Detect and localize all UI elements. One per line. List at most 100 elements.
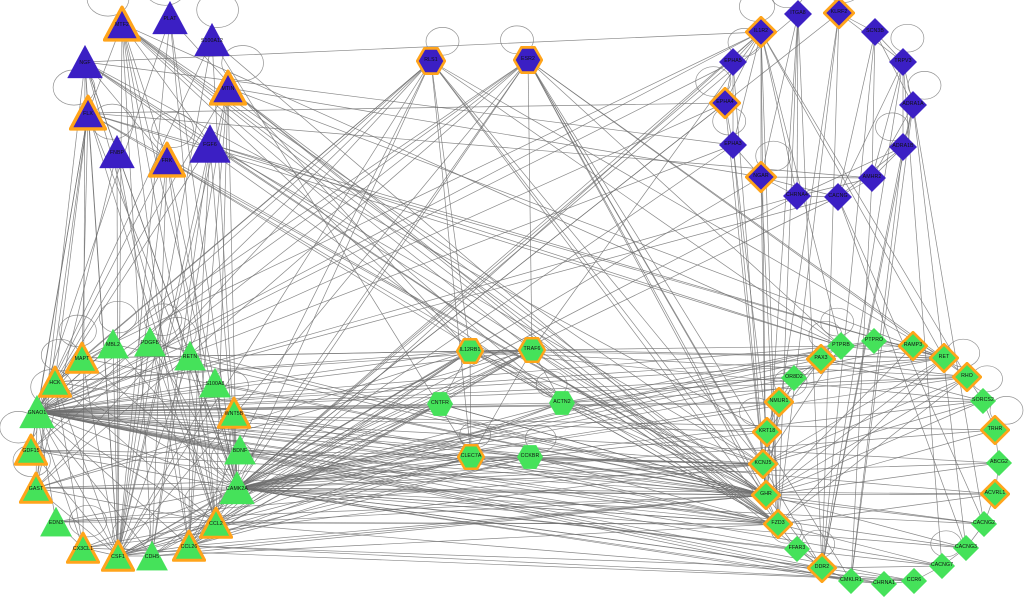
graph-node-pax3[interactable]: PAX3 <box>806 344 836 374</box>
graph-node-pdgfb[interactable]: PDGFB <box>133 325 167 359</box>
self-loop-edge <box>86 0 130 17</box>
edge <box>54 349 533 383</box>
edge <box>561 357 945 404</box>
graph-node-rls1[interactable]: RLS1 <box>416 46 446 76</box>
graph-node-mbl2[interactable]: MBL2 <box>96 327 130 361</box>
edge <box>35 350 471 489</box>
edge <box>777 13 799 525</box>
graph-node-ngf[interactable]: NGF <box>66 43 104 81</box>
graph-node-cdh5[interactable]: CDH5 <box>135 539 169 573</box>
graph-node-cmklr1[interactable]: CMKLR1 <box>837 567 865 595</box>
graph-node-nmur1[interactable]: NMUR1 <box>764 387 794 417</box>
graph-node-traf6[interactable]: TRAF6 <box>518 336 546 364</box>
graph-node-ddr2[interactable]: DDR2 <box>807 553 837 583</box>
graph-node-klrf2[interactable]: KLRF2 <box>823 0 855 29</box>
graph-node-epha4[interactable]: EPHA4 <box>709 87 741 119</box>
graph-node-cacng7[interactable]: CACNG7 <box>928 552 956 580</box>
edge <box>227 87 762 178</box>
edge <box>30 449 764 465</box>
graph-node-il12rb1[interactable]: IL12RB1 <box>456 337 484 365</box>
graph-node-actn2[interactable]: ACTN2 <box>548 389 576 417</box>
edge <box>760 31 945 359</box>
graph-node-epha5[interactable]: EPHA5 <box>718 47 748 77</box>
graph-node-amhr2[interactable]: AMHR2 <box>857 163 887 193</box>
self-loop-edge <box>907 71 942 100</box>
edge <box>236 13 799 489</box>
edge <box>209 143 779 525</box>
edge <box>188 60 432 547</box>
edge <box>529 456 779 525</box>
edge <box>765 401 780 496</box>
graph-node-plat[interactable]: PLAT <box>151 0 189 37</box>
edge <box>84 61 168 161</box>
self-loop-edge <box>773 368 808 397</box>
graph-node-adra1b[interactable]: ADRA1B <box>888 132 918 162</box>
graph-node-kcnj5[interactable]: KCNJ5 <box>748 449 778 479</box>
self-loop-edge <box>149 0 181 6</box>
graph-node-scn3b[interactable]: SCN3B <box>860 17 890 47</box>
graph-node-mtf2[interactable]: MTF2 <box>103 5 141 43</box>
graph-node-cx3cl1[interactable]: CX3CL1 <box>66 531 100 565</box>
graph-node-trhr[interactable]: TRHR <box>980 415 1010 445</box>
edge <box>36 411 119 557</box>
graph-node-esr2[interactable]: ESR2 <box>513 45 543 75</box>
graph-node-epha3[interactable]: EPHA3 <box>718 130 748 160</box>
graph-node-adra1a[interactable]: ADRA1A <box>898 90 928 120</box>
edge <box>837 31 876 198</box>
graph-node-trpv3[interactable]: TRPV3 <box>888 47 918 77</box>
graph-node-il1r2[interactable]: IL1R2 <box>745 16 777 48</box>
graph-node-wnt5b[interactable]: WNT5B <box>217 396 251 430</box>
edge <box>850 146 904 582</box>
self-loop-edge <box>112 517 151 550</box>
graph-node-ngar[interactable]: NGAR <box>745 161 777 193</box>
graph-node-ghr[interactable]: GHR <box>751 480 781 510</box>
edge <box>117 23 123 557</box>
graph-node-gast[interactable]: GAST <box>19 471 53 505</box>
edge <box>166 159 217 524</box>
edge <box>239 449 779 525</box>
graph-node-itga8[interactable]: ITGA8 <box>783 0 813 29</box>
edge <box>121 23 217 524</box>
graph-node-acvrl1[interactable]: ACVRL1 <box>980 479 1010 509</box>
graph-node-krt18[interactable]: KRT18 <box>752 417 782 447</box>
graph-node-cckbr[interactable]: CCKBR <box>516 443 544 471</box>
edge <box>209 143 945 359</box>
graph-node-clec7a[interactable]: CLEC7A <box>457 443 485 471</box>
edge <box>117 349 533 557</box>
graph-node-ptpro[interactable]: PTPRO <box>860 327 888 355</box>
graph-node-ccl26[interactable]: CCL26 <box>172 529 206 563</box>
graph-node-ccr6[interactable]: CCR6 <box>900 567 928 595</box>
edge <box>469 350 945 359</box>
edge <box>215 412 235 524</box>
graph-node-cntfr[interactable]: CNTFR <box>426 390 454 418</box>
graph-node-chrna4[interactable]: CHRNA4 <box>782 181 812 211</box>
edge <box>36 39 213 413</box>
edge <box>36 358 822 413</box>
graph-node-gdf15[interactable]: GDF15 <box>14 433 48 467</box>
self-loop-edge <box>755 140 792 172</box>
graph-node-bdnf[interactable]: BDNF <box>223 433 257 467</box>
graph-node-cacng[interactable]: CACNG <box>823 182 853 212</box>
graph-node-csf1[interactable]: CSF1 <box>101 539 135 573</box>
graph-node-s100a12[interactable]: S100A12 <box>193 21 231 59</box>
edge <box>54 381 767 496</box>
edge <box>82 61 86 549</box>
graph-node-chrna1[interactable]: CHRNA1 <box>870 570 898 598</box>
graph-node-gnao1[interactable]: GNAO1 <box>18 393 56 431</box>
graph-node-s100a8[interactable]: S100A8 <box>198 366 232 400</box>
graph-node-fnbp[interactable]: FNBP <box>98 133 136 171</box>
graph-node-frk[interactable]: FRK <box>148 141 186 179</box>
edge <box>236 349 533 489</box>
graph-node-flx[interactable]: FLX <box>69 94 107 132</box>
edge <box>765 376 968 496</box>
graph-node-mtin[interactable]: MTIN <box>209 69 247 107</box>
graph-node-abcg2[interactable]: ABCG2 <box>985 449 1013 477</box>
graph-node-camk2a[interactable]: CAMK2A <box>218 469 256 507</box>
edge <box>117 60 432 557</box>
graph-node-cacng3[interactable]: CACNG3 <box>952 534 980 562</box>
edge <box>561 402 779 525</box>
graph-node-fgf6[interactable]: FGF6 <box>188 122 232 166</box>
graph-node-ramp3[interactable]: RAMP3 <box>898 331 928 361</box>
graph-node-sorcs2[interactable]: SORCS2 <box>969 387 997 415</box>
